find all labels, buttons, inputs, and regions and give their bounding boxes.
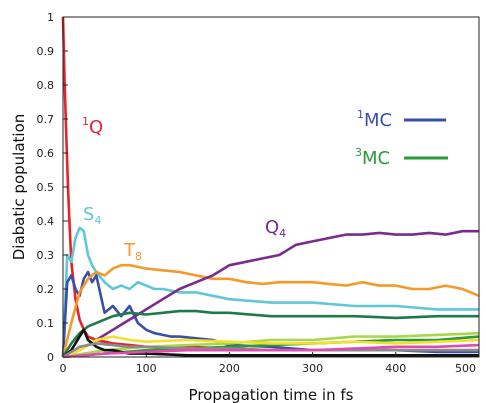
annotation-s4-base: S xyxy=(83,204,94,225)
y-tick-label: 0 xyxy=(47,351,54,364)
legend-1mc-base: MC xyxy=(364,110,392,131)
series-line-5 xyxy=(61,309,479,358)
y-tick-label: 0.4 xyxy=(37,215,55,228)
annotation-q4: Q4 xyxy=(265,217,286,240)
legend: 1MC 3MC xyxy=(355,108,448,169)
legend-1mc-sup: 1 xyxy=(357,108,364,121)
annotation-t8-sub: 8 xyxy=(135,250,142,263)
series-line-1 xyxy=(61,226,479,358)
series-line-4 xyxy=(62,229,479,359)
annotation-1q-sup: 1 xyxy=(82,115,89,128)
annotation-q4-base: Q xyxy=(265,217,279,238)
series-layer xyxy=(61,16,480,359)
series-line-10 xyxy=(62,342,479,359)
legend-label-1mc: 1MC xyxy=(357,108,392,131)
y-tick-label: 0.8 xyxy=(37,79,55,92)
annotation-s4-sub: 4 xyxy=(94,214,101,227)
annotation-t8: T8 xyxy=(123,240,142,263)
x-tick-label: 500 xyxy=(455,362,476,375)
x-tick-label: 400 xyxy=(385,362,406,375)
y-axis-title: Diabatic population xyxy=(10,114,28,261)
y-tick-label: 1 xyxy=(47,11,54,24)
x-tick-label: 100 xyxy=(136,362,157,375)
y-tick-label: 0.6 xyxy=(37,147,55,160)
series-line-0 xyxy=(61,16,479,352)
x-tick-label: 0 xyxy=(60,362,67,375)
annotation-s4: S4 xyxy=(83,204,101,227)
legend-3mc-base: MC xyxy=(362,148,390,169)
y-tick-label: 0.3 xyxy=(37,249,55,262)
annotation-q4-sub: 4 xyxy=(279,227,286,240)
annotation-1q-base: Q xyxy=(89,117,103,138)
series-line-3 xyxy=(61,263,480,358)
tick-layer: 0 0.1 0.2 0.3 0.4 0.5 0.6 0.7 0.8 0.9 1 0 100 200 300 4… xyxy=(37,11,480,375)
series-line-11 xyxy=(62,343,480,359)
y-tick-label: 0.1 xyxy=(37,317,55,330)
plot-frame xyxy=(62,16,480,358)
y-tick-label: 0.7 xyxy=(37,113,55,126)
legend-3mc-sup: 3 xyxy=(355,146,362,159)
y-tick-label: 0.9 xyxy=(37,45,55,58)
annotation-t8-base: T xyxy=(123,240,136,261)
x-tick-label: 200 xyxy=(219,362,240,375)
series-line-8 xyxy=(62,335,480,359)
annotation-1q: 1Q xyxy=(82,115,103,138)
legend-label-3mc: 3MC xyxy=(355,146,390,169)
x-axis-title: Propagation time in fs xyxy=(189,386,354,403)
y-tick-label: 0.5 xyxy=(37,181,55,194)
x-tick-label: 300 xyxy=(302,362,323,375)
y-tick-label: 0.2 xyxy=(37,283,55,296)
